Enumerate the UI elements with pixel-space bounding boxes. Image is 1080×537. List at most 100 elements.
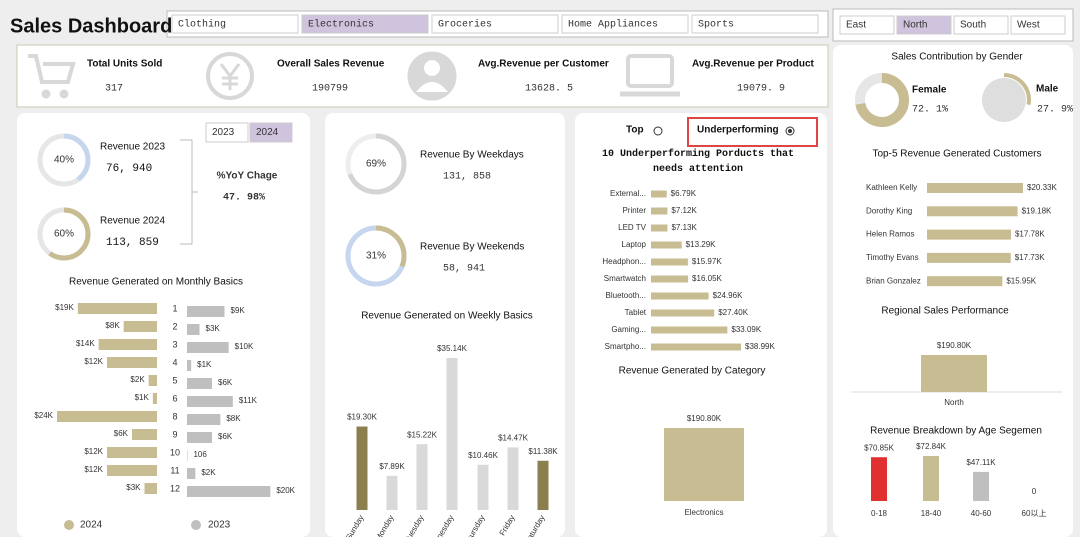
panel xyxy=(575,113,827,537)
slicer-label: Home Appliances xyxy=(568,19,658,31)
bar xyxy=(651,326,728,334)
kpi-label: Avg.Revenue per Customer xyxy=(478,59,609,70)
donut-label: 60% xyxy=(54,229,74,240)
data-label: $6K xyxy=(114,429,129,438)
slicer-button[interactable] xyxy=(301,14,429,34)
chart-title: Revenue Breakdown by Age Segemen xyxy=(870,426,1042,437)
legend-label: 2023 xyxy=(208,520,231,531)
slicer-label: Clothing xyxy=(178,19,226,31)
category-label: Laptop xyxy=(622,240,647,249)
data-label: $11.38K xyxy=(528,447,558,456)
data-label: $17.73K xyxy=(1015,253,1045,262)
data-label: $38.99K xyxy=(745,342,775,351)
category-label: Smartwatch xyxy=(604,274,646,283)
slicer-button[interactable] xyxy=(1010,15,1066,35)
chart-title: Revenue Generated by Category xyxy=(619,366,766,377)
bar xyxy=(416,444,428,510)
data-label: 106 xyxy=(193,450,207,459)
slicer-button[interactable] xyxy=(561,14,689,34)
bar xyxy=(923,456,939,501)
weekday-label: Revenue By Weekends xyxy=(420,242,524,253)
bar xyxy=(187,396,233,407)
category-label: Brian Gonzalez xyxy=(866,276,921,285)
chart-title: Revenue Generated on Weekly Basics xyxy=(361,311,533,322)
bar xyxy=(651,190,667,198)
data-label: $24.96K xyxy=(713,291,743,300)
slicer-button[interactable] xyxy=(171,14,299,34)
revenue-amount: 76, 940 xyxy=(106,163,152,175)
kpi-label: Avg.Revenue per Product xyxy=(692,59,815,70)
cart-icon xyxy=(28,54,76,84)
chart-title: Revenue Generated on Monthly Basics xyxy=(69,277,243,288)
bar xyxy=(651,224,668,232)
panel xyxy=(833,45,1073,537)
category-label: 6 xyxy=(172,393,177,403)
category-label: 60以上 xyxy=(1022,509,1047,518)
data-label: $7.12K xyxy=(671,206,697,215)
revenue-label: Revenue 2023 xyxy=(100,142,165,153)
bar xyxy=(187,378,212,389)
category-label: 11 xyxy=(170,465,179,475)
data-label: 72. 1% xyxy=(912,105,948,116)
donut-segment xyxy=(345,133,407,195)
category-label: Smartpho... xyxy=(605,342,646,351)
bar xyxy=(651,258,688,266)
legend-swatch xyxy=(191,520,201,530)
bar xyxy=(148,375,157,386)
category-label: 12 xyxy=(170,483,180,493)
slicer-button[interactable] xyxy=(249,122,293,143)
legend-label: 2024 xyxy=(80,520,103,531)
category-label: 4 xyxy=(172,357,177,367)
bar xyxy=(651,309,715,317)
highlight-box xyxy=(687,117,818,147)
slicer-button[interactable] xyxy=(691,14,819,34)
category-label: 40-60 xyxy=(971,509,992,518)
slicer-button[interactable] xyxy=(839,15,895,35)
data-label: $27.40K xyxy=(718,308,748,317)
bar xyxy=(132,429,157,440)
data-label: $7.89K xyxy=(379,462,405,471)
person-body xyxy=(416,82,448,92)
chart-title-box: 10 Underperforming Porducts that needs a… xyxy=(602,149,794,175)
bar xyxy=(651,241,682,249)
slicer-label: 2023 xyxy=(212,127,235,138)
data-label: $17.78K xyxy=(1015,230,1045,239)
slicer-button[interactable] xyxy=(205,122,249,143)
category-label: 10 xyxy=(170,447,180,457)
bar xyxy=(927,229,1011,240)
bar xyxy=(927,206,1018,217)
slicer-button[interactable] xyxy=(431,14,559,34)
category-label: 3 xyxy=(172,339,177,349)
data-label: $6K xyxy=(218,432,233,441)
data-label: $12K xyxy=(84,465,103,474)
bar xyxy=(921,355,987,392)
category-label: Helen Ramos xyxy=(866,230,914,239)
category-label: 9 xyxy=(172,429,177,439)
radio-button[interactable] xyxy=(653,126,663,136)
bar xyxy=(57,411,157,422)
slicer-button[interactable] xyxy=(953,15,1009,35)
bar xyxy=(187,342,229,353)
option-label: Top xyxy=(626,125,644,136)
bar xyxy=(927,276,1003,287)
data-label: $70.85K xyxy=(864,443,894,452)
donut-fill xyxy=(982,78,1026,122)
category-label: External... xyxy=(610,189,646,198)
donut-segment xyxy=(37,133,91,187)
person-head xyxy=(424,60,440,76)
category-label: 8 xyxy=(172,411,177,421)
data-label: $19.30K xyxy=(347,413,377,422)
bar xyxy=(187,324,200,335)
chart-title: Sales Contribution by Gender xyxy=(891,52,1023,63)
cart-wheel xyxy=(59,89,69,99)
slicer-button[interactable] xyxy=(896,15,952,35)
bar xyxy=(651,292,709,300)
weekday-label: Revenue By Weekdays xyxy=(420,150,524,161)
kpi-value: 190799 xyxy=(312,84,348,95)
slicer-label: North xyxy=(903,20,927,31)
bar xyxy=(507,447,519,510)
data-label: $3K xyxy=(126,483,141,492)
bar xyxy=(651,207,668,215)
data-label: $14K xyxy=(76,339,95,348)
